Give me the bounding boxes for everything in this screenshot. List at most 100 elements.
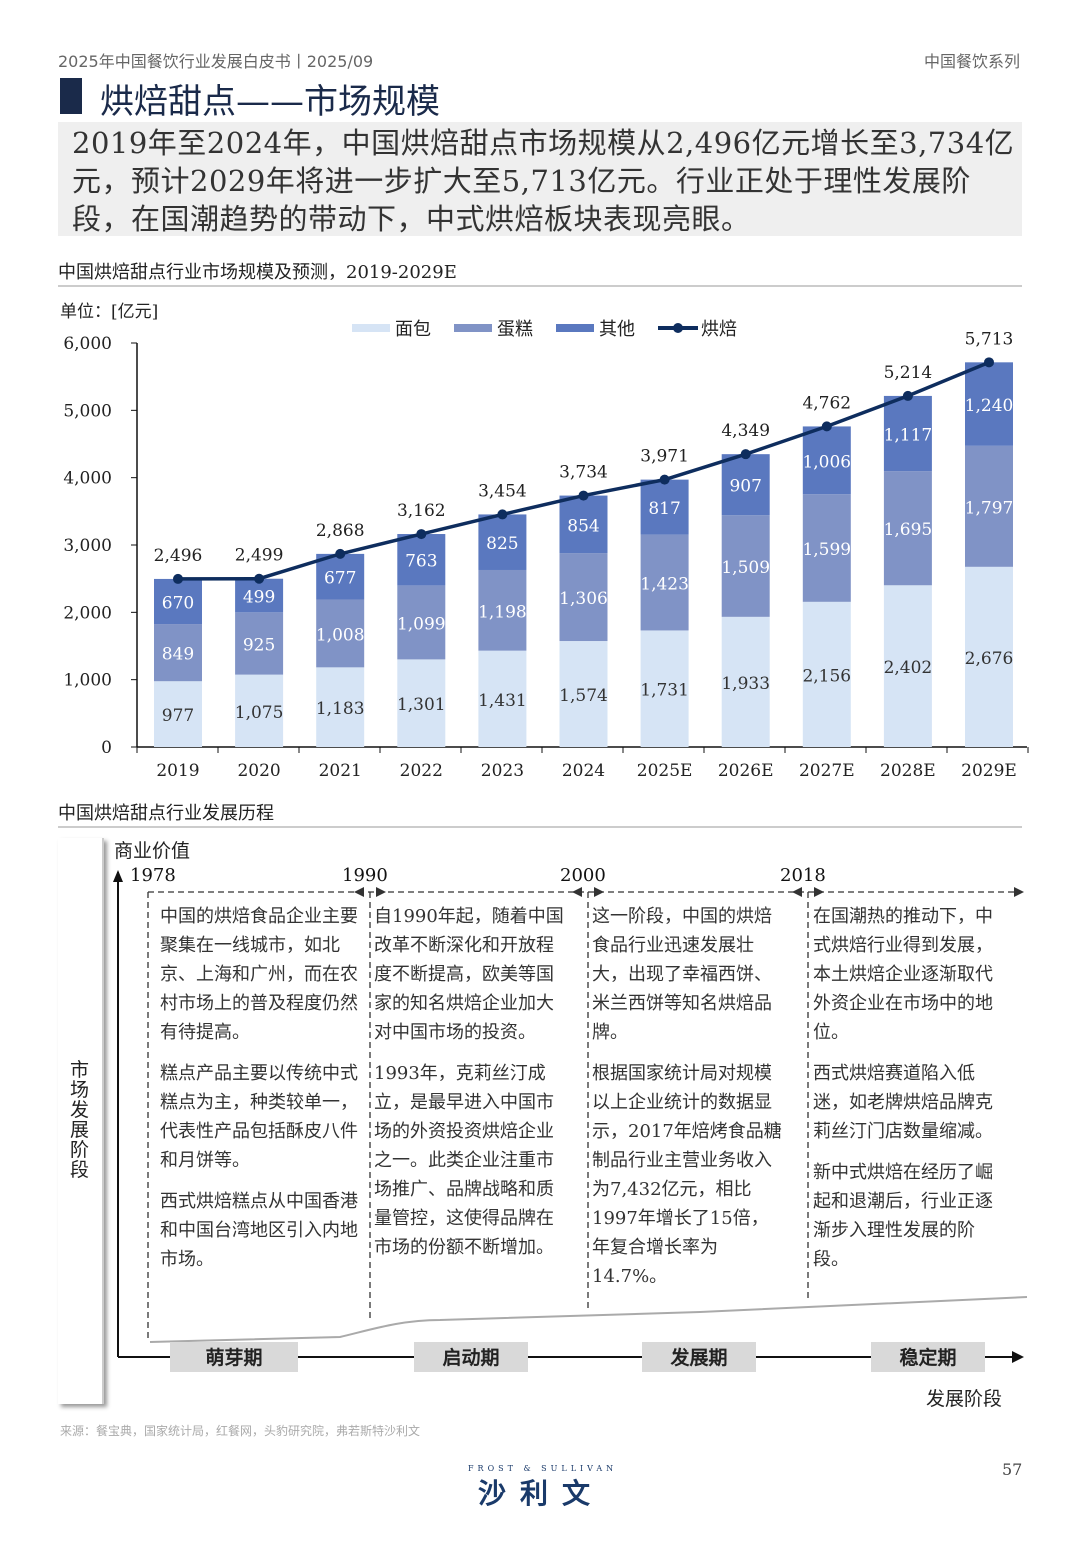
timeline-text: 新中式烘焙在经历了崛起和退潮后，行业正逐渐步入理性发展的阶段。 [813,1162,993,1270]
bar-data-label: 499 [243,588,275,608]
bar-data-label: 925 [243,635,275,655]
legend-label: 蛋糕 [497,319,533,340]
legend-marker [673,323,683,333]
divider [58,826,1022,828]
bar-other [154,578,202,625]
bar-data-label: 1,797 [965,498,1014,518]
total-point [902,390,913,401]
unit-label: 单位：[亿元] [60,302,159,322]
bar-bread [802,601,851,747]
bar-data-label: 849 [162,645,194,665]
x-tick-label: 2028E [880,761,936,781]
y-axis-label: 商业价值 [114,840,191,862]
bar-cake [235,612,284,675]
total-data-label: 3,971 [640,447,689,467]
bar-data-label: 1,509 [721,558,770,578]
x-tick-label: 2020 [237,761,280,781]
x-tick-label: 2024 [562,761,605,781]
total-point [578,490,589,501]
bar-cake [316,599,365,668]
bar-data-label: 817 [648,499,680,519]
timeline-text: 1993年，克莉丝汀成立，是最早进入中国市场的外资投资烘焙企业之一。此类企业注重… [374,1063,554,1258]
stage-stable: 稳定期 [871,1342,985,1372]
bar-data-label: 1,183 [316,699,365,719]
bar-bread [397,659,446,747]
x-tick-label: 2027E [799,761,855,781]
bar-data-label: 1,099 [397,614,446,634]
timeline-column-3: 这一阶段，中国的烘焙食品行业迅速发展壮大，出现了幸福西饼、米兰西饼等知名烘焙品牌… [592,902,784,1303]
bar-bread [154,681,202,747]
x-axis-label: 发展阶段 [926,1388,1003,1410]
bar-data-label: 763 [405,552,437,572]
timeline-column-4: 在国潮热的推动下，中式烘焙行业得到发展，本土烘焙企业逐渐取代外资企业在市场中的地… [813,902,1008,1286]
total-data-label: 3,734 [559,463,608,483]
year-2000: 2000 [560,865,606,886]
bar-data-label: 1,695 [884,520,933,540]
market-size-chart: 0 1,000 2,000 3,000 4,000 5,000 6,000 977 849 670… [63,319,1029,781]
header-doc-title: 2025年中国餐饮行业发展白皮书丨2025/09 [58,52,374,71]
x-tick-label: 2023 [481,761,524,781]
timeline-column-1: 中国的烘焙食品企业主要聚集在一线城市，如北京、上海和广州，而在农村市场上的普及程… [160,902,365,1286]
bar-data-label: 1,006 [802,452,851,472]
side-panel [58,838,104,1404]
timeline-axes [113,870,1028,1363]
bar-data-label: 2,156 [802,666,851,686]
bar-data-label: 1,574 [559,686,608,706]
bar-cake [965,445,1013,567]
x-tick-label: 2029E [961,761,1017,781]
page-number: 57 [1002,1460,1023,1479]
bar-bread [478,650,527,747]
y-tick-label: 5,000 [63,401,112,421]
total-data-label: 2,868 [316,521,365,541]
total-data-label: 3,454 [478,481,527,501]
bar-other [883,395,932,472]
chart-section-title: 中国烘焙甜点行业市场规模及预测，2019-2029E [58,262,457,283]
total-point [416,529,427,540]
x-tick-label: 2021 [319,761,362,781]
x-tick-label: 2026E [718,761,774,781]
total-data-label: 3,162 [397,501,446,521]
timeline-text: 自1990年起，随着中国改革不断深化和开放程度不断提高，欧美等国家的知名烘焙企业… [374,906,564,1043]
bar-data-label: 670 [162,593,194,613]
logo-en: FROST & SULLIVAN [468,1464,618,1473]
bar-data-label: 1,117 [884,426,933,446]
bar-data-label: 907 [729,477,761,497]
source-note: 来源：餐宝典，国家统计局，红餐网，头豹研究院，弗若斯特沙利文 [60,1424,421,1438]
y-tick-label: 3,000 [63,536,112,556]
bar-data-label: 1,431 [478,691,527,711]
x-tick-label: 2022 [400,761,443,781]
bar-other [559,495,608,554]
side-label: 市场发展阶段 [70,1059,90,1181]
bar-data-label: 1,008 [316,625,365,645]
bar-other [640,479,689,535]
bar-data-label: 2,402 [884,658,933,678]
bar-other [397,534,446,586]
bar-data-label: 1,599 [802,540,851,560]
bar-data-label: 1,301 [397,695,446,715]
timeline-text: 糕点产品主要以传统中式糕点为主，种类较单一，代表性产品包括酥皮八件和月饼等。 [160,1063,358,1171]
y-tick-label: 1,000 [63,671,112,691]
stage-development: 发展期 [642,1342,756,1372]
total-point [984,357,994,368]
timeline-text: 在国潮热的推动下，中式烘焙行业得到发展，本土烘焙企业逐渐取代外资企业在市场中的地… [813,906,993,1043]
bar-data-label: 1,075 [235,703,284,723]
year-1978: 1978 [130,865,176,886]
x-tick-label: 2025E [637,761,693,781]
total-point [821,421,832,432]
total-data-label: 5,713 [965,329,1014,349]
timeline-text: 根据国家统计局对规模以上企业统计的数据显示，2017年焙烤食品糖制品行业主营业务… [592,1063,782,1287]
bar-bread [965,566,1013,747]
bar-other [478,514,527,570]
bar-data-label: 854 [567,516,599,536]
total-data-label: 4,762 [802,393,851,413]
bar-cake [397,585,446,660]
bar-data-label: 1,731 [640,681,689,701]
y-tick-label: 4,000 [63,469,112,489]
legend-label: 其他 [599,319,635,340]
total-data-label: 4,349 [721,421,770,441]
bar-cake [559,553,608,642]
logo-cn: 沙利文 [478,1477,605,1510]
legend-swatch [454,324,492,332]
year-2018: 2018 [780,865,826,886]
